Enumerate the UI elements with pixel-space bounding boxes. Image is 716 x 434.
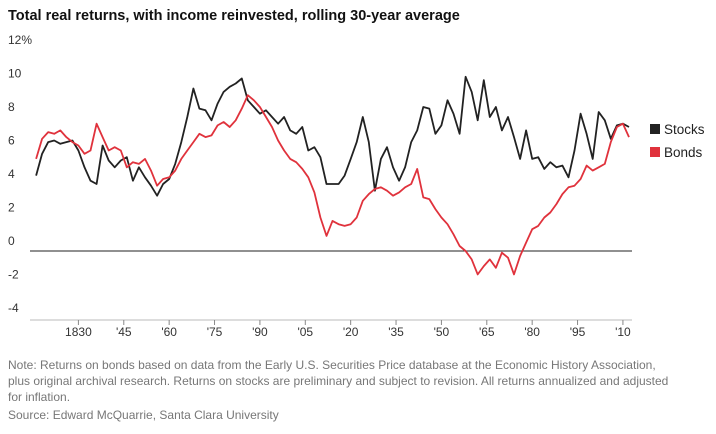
y-tick-label: 8: [8, 100, 15, 114]
source: Source: Edward McQuarrie, Santa Clara Un…: [8, 408, 279, 422]
x-tick-label: '60: [161, 325, 177, 339]
y-tick-label: 10: [8, 67, 22, 81]
legend-label: Stocks: [664, 122, 705, 137]
legend-swatch: [650, 124, 660, 134]
note-line: Note: Returns on bonds based on data fro…: [8, 358, 656, 372]
x-tick-label: '35: [388, 325, 404, 339]
x-tick-label: '45: [116, 325, 132, 339]
legend-label: Bonds: [664, 145, 703, 160]
y-tick-label: 2: [8, 201, 15, 215]
note-line: plus original archival research. Returns…: [8, 374, 668, 388]
y-tick-label: -4: [8, 301, 19, 315]
series-line: [35, 94, 630, 276]
x-tick-label: '50: [434, 325, 450, 339]
x-tick-label: '10: [615, 325, 631, 339]
series-line: [35, 75, 630, 197]
y-tick-label: 6: [8, 134, 15, 148]
x-tick-label: '20: [343, 325, 359, 339]
y-tick-label: 4: [8, 167, 15, 181]
x-tick-label: '80: [524, 325, 540, 339]
y-tick-label: 0: [8, 234, 15, 248]
note-line: for inflation.: [8, 390, 70, 404]
x-tick-label: '95: [570, 325, 586, 339]
x-tick-label: '65: [479, 325, 495, 339]
x-tick-label: '05: [297, 325, 313, 339]
y-tick-label: -2: [8, 268, 19, 282]
x-tick-label: '75: [207, 325, 223, 339]
chart-title: Total real returns, with income reinvest…: [8, 8, 460, 24]
x-tick-label: '90: [252, 325, 268, 339]
y-tick-label: 12%: [8, 33, 32, 47]
x-tick-label: 1830: [65, 325, 92, 339]
legend-swatch: [650, 147, 660, 157]
